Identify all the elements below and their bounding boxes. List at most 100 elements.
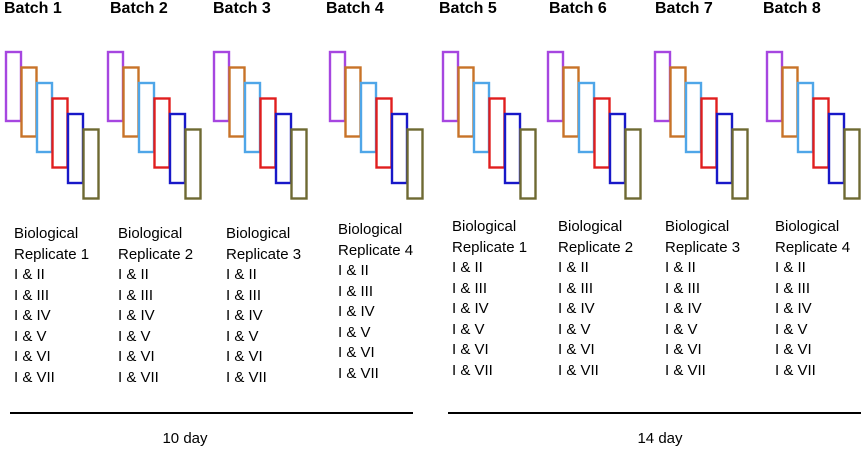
pair-item: I & VI <box>452 341 489 358</box>
sample-rect-3 <box>359 81 378 154</box>
replicate-block: Biological Replicate 1 I & II I & III I … <box>452 217 527 381</box>
sample-stack-icon <box>212 50 308 200</box>
pair-item: I & V <box>775 320 808 338</box>
pair-item: I & VII <box>226 368 267 386</box>
batch-title: Batch 3 <box>213 0 271 17</box>
replicate-label-line1: Biological <box>118 225 183 242</box>
sample-stack-icon <box>765 50 861 200</box>
sample-rect-1 <box>441 50 460 123</box>
replicate-label-line1: Biological <box>775 218 840 235</box>
sample-rect-5 <box>608 112 627 185</box>
pair-item: I & III <box>558 279 594 297</box>
sample-rect-1 <box>106 50 125 123</box>
sample-rect-4 <box>488 97 506 169</box>
batch-column-1: Batch 1 Biological Replicate 1 I & II I … <box>4 0 114 400</box>
sample-rect-6 <box>624 128 642 200</box>
replicate-label-line1: Biological <box>558 218 623 235</box>
sample-rect-4 <box>153 97 171 169</box>
sample-rect-2 <box>122 66 140 138</box>
batch-column-5: Batch 5 Biological Replicate 1 I & II I … <box>439 0 549 400</box>
replicate-block: Biological Replicate 2 I & II I & III I … <box>118 224 193 388</box>
period-divider-14-day <box>448 412 861 414</box>
pair-item: I & III <box>452 279 488 297</box>
pair-item: I & VII <box>665 361 706 379</box>
sample-rect-4 <box>700 97 718 169</box>
pair-item: I & II <box>338 262 369 279</box>
replicate-label-line1: Biological <box>665 218 730 235</box>
sample-rect-5 <box>168 112 187 185</box>
replicate-label-line2: Replicate 3 <box>226 245 302 263</box>
pair-item: I & V <box>118 327 151 345</box>
replicate-block: Biological Replicate 1 I & II I & III I … <box>14 224 89 388</box>
sample-rect-6 <box>843 128 861 200</box>
sample-rect-4 <box>51 97 69 169</box>
pair-item: I & VI <box>775 341 812 358</box>
pair-item: I & III <box>338 282 374 300</box>
replicate-label-line1: Biological <box>226 225 291 242</box>
sample-rect-5 <box>390 112 409 185</box>
pair-item: I & VI <box>14 348 51 365</box>
sample-rect-1 <box>765 50 784 123</box>
sample-stack-icon <box>4 50 100 200</box>
sample-rect-1 <box>653 50 672 123</box>
pair-item: I & VI <box>118 348 155 365</box>
pair-item: I & II <box>14 266 45 283</box>
pair-item: I & III <box>226 286 262 304</box>
sample-stack-icon <box>328 50 424 200</box>
pair-item: I & II <box>665 259 696 276</box>
replicate-block: Biological Replicate 3 I & II I & III I … <box>665 217 740 381</box>
pair-item: I & IV <box>14 307 51 324</box>
sample-rect-4 <box>812 97 830 169</box>
sample-rect-2 <box>344 66 362 138</box>
replicate-label-line2: Replicate 1 <box>452 238 528 256</box>
pair-item: I & VII <box>118 368 159 386</box>
batch-title: Batch 1 <box>4 0 62 17</box>
pair-item: I & VI <box>665 341 702 358</box>
pair-item: I & IV <box>338 303 375 320</box>
pair-item: I & VI <box>338 344 375 361</box>
sample-rect-3 <box>472 81 491 154</box>
pair-item: I & IV <box>665 300 702 317</box>
batch-column-8: Batch 8 Biological Replicate 4 I & II I … <box>763 0 866 400</box>
batch-column-7: Batch 7 Biological Replicate 3 I & II I … <box>653 0 765 400</box>
sample-stack-icon <box>546 50 642 200</box>
replicate-label-line1: Biological <box>452 218 517 235</box>
pair-item: I & V <box>558 320 591 338</box>
sample-rect-5 <box>827 112 846 185</box>
pair-item: I & VI <box>226 348 263 365</box>
replicate-block: Biological Replicate 3 I & II I & III I … <box>226 224 301 388</box>
pair-item: I & V <box>665 320 698 338</box>
pair-item: I & VII <box>452 361 493 379</box>
sample-rect-3 <box>684 81 703 154</box>
replicate-label-line2: Replicate 1 <box>14 245 90 263</box>
sample-rect-2 <box>20 66 38 138</box>
replicate-block: Biological Replicate 2 I & II I & III I … <box>558 217 633 381</box>
pair-item: I & IV <box>775 300 812 317</box>
sample-rect-2 <box>781 66 799 138</box>
pair-item: I & VII <box>775 361 816 379</box>
batch-title: Batch 5 <box>439 0 497 17</box>
batch-title: Batch 4 <box>326 0 384 17</box>
batch-column-4: Batch 4 Biological Replicate 4 I & II I … <box>326 0 436 400</box>
period-label-10-day: 10 day <box>162 430 208 447</box>
sample-rect-4 <box>375 97 393 169</box>
pair-item: I & II <box>558 259 589 276</box>
sample-rect-2 <box>669 66 687 138</box>
pair-item: I & V <box>452 320 485 338</box>
pair-item: I & III <box>775 279 811 297</box>
replicate-block: Biological Replicate 4 I & II I & III I … <box>775 217 850 381</box>
sample-stack-icon <box>653 50 749 200</box>
replicate-label-line2: Replicate 3 <box>665 238 741 256</box>
sample-stack-icon <box>106 50 202 200</box>
replicate-label-line1: Biological <box>14 225 79 242</box>
pair-item: I & V <box>226 327 259 345</box>
pair-item: I & III <box>118 286 154 304</box>
pair-item: I & IV <box>558 300 595 317</box>
pair-item: I & II <box>118 266 149 283</box>
pair-item: I & V <box>338 323 371 341</box>
sample-rect-5 <box>503 112 522 185</box>
sample-rect-6 <box>290 128 308 200</box>
pair-item: I & II <box>452 259 483 276</box>
replicate-label-line2: Replicate 2 <box>558 238 634 256</box>
sample-stack-icon <box>441 50 537 200</box>
